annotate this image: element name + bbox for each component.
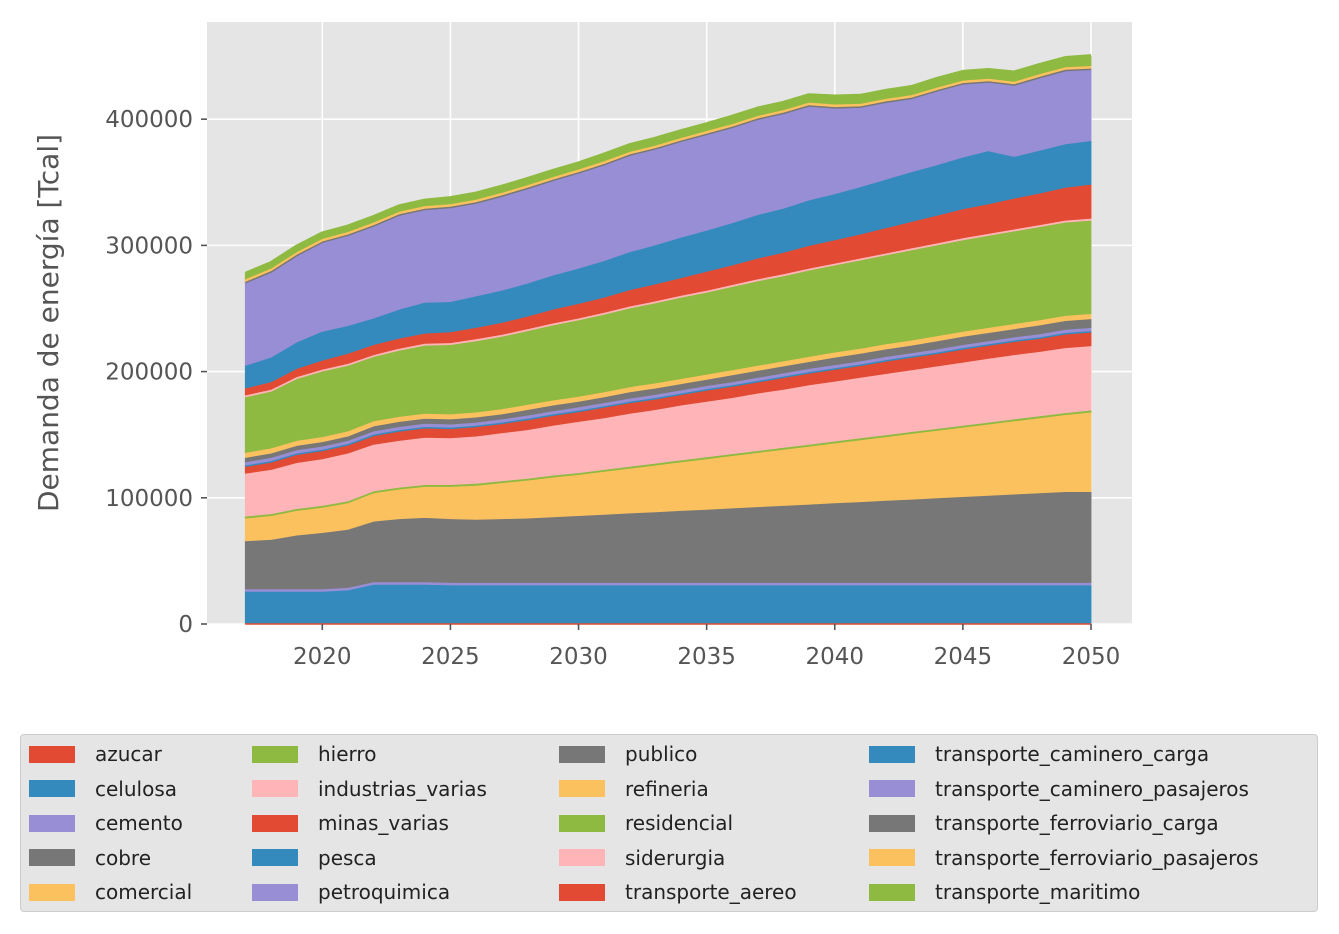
legend-entry-transporte_maritimo: transporte_maritimo: [869, 877, 1140, 907]
legend-label: celulosa: [95, 776, 178, 801]
legend-label: comercial: [95, 880, 193, 904]
y-tick-label-100000: 100000: [105, 486, 193, 512]
legend: azucar celulosa cemento cobre comercial hierr…: [20, 734, 1318, 912]
legend-label: cobre: [95, 845, 152, 870]
legend-label: siderurgia: [625, 845, 726, 870]
legend-entry-publico: publico: [559, 739, 697, 769]
legend-swatch: [559, 883, 605, 901]
legend-swatch: [252, 883, 298, 901]
legend-swatch: [252, 780, 298, 797]
legend-label: residencial: [625, 811, 734, 835]
legend-entry-cemento: cemento: [29, 808, 183, 838]
legend-label: cemento: [95, 811, 183, 835]
legend-swatch: [29, 814, 75, 832]
legend-swatch: [869, 849, 915, 866]
legend-swatch: [252, 814, 298, 832]
y-tick-label-400000: 400000: [105, 107, 193, 133]
legend-label: petroquimica: [318, 880, 451, 904]
legend-label: industrias_varias: [318, 776, 487, 801]
legend-label: refineria: [625, 776, 709, 801]
y-tick-label-300000: 300000: [105, 233, 193, 259]
legend-entry-industrias_varias: industrias_varias: [252, 774, 487, 804]
legend-swatch: [869, 883, 915, 901]
x-tick-label-2025: 2025: [421, 644, 480, 670]
legend-swatch: [29, 849, 75, 866]
legend-entry-petroquimica: petroquimica: [252, 877, 450, 907]
legend-entry-transporte_ferroviario_pasajeros: transporte_ferroviario_pasajeros: [869, 843, 1259, 873]
legend-swatch: [869, 814, 915, 832]
legend-entry-siderurgia: siderurgia: [559, 843, 725, 873]
axis-ticks: 2020 2025 2030 2035 2040 2045 2050 0 100000 20000…: [105, 107, 1120, 670]
legend-label: transporte_ferroviario_carga: [935, 811, 1219, 835]
legend-swatch: [29, 883, 75, 901]
legend-label: hierro: [318, 742, 377, 766]
y-tick-label-200000: 200000: [105, 360, 193, 386]
legend-label: transporte_maritimo: [935, 880, 1141, 904]
x-tick-label-2050: 2050: [1062, 644, 1121, 670]
legend-entry-refineria: refineria: [559, 774, 709, 804]
legend-label: transporte_aereo: [625, 880, 797, 904]
legend-swatch: [29, 745, 75, 763]
legend-entry-transporte_ferroviario_carga: transporte_ferroviario_carga: [869, 808, 1219, 838]
legend-label: transporte_caminero_carga: [935, 742, 1210, 766]
legend-entry-transporte_aereo: transporte_aereo: [559, 877, 797, 907]
legend-label: transporte_ferroviario_pasajeros: [935, 845, 1259, 870]
legend-entry-transporte_caminero_carga: transporte_caminero_carga: [869, 739, 1209, 769]
y-axis-title: Demanda de energía [Tcal]: [32, 134, 65, 512]
legend-entry-transporte_caminero_pasajeros: transporte_caminero_pasajeros: [869, 774, 1249, 804]
y-tick-label-0: 0: [178, 612, 193, 638]
legend-label: minas_varias: [318, 811, 449, 835]
legend-entry-celulosa: celulosa: [29, 774, 177, 804]
legend-label: publico: [625, 742, 698, 766]
x-tick-label-2045: 2045: [934, 644, 993, 670]
legend-entry-cobre: cobre: [29, 843, 151, 873]
legend-swatch: [29, 780, 75, 797]
x-tick-label-2040: 2040: [805, 644, 864, 670]
legend-swatch: [869, 745, 915, 763]
legend-swatch: [559, 745, 605, 763]
legend-entry-minas_varias: minas_varias: [252, 808, 449, 838]
legend-label: pesca: [318, 845, 377, 870]
legend-swatch: [559, 814, 605, 832]
legend-label: azucar: [95, 742, 162, 766]
legend-entry-comercial: comercial: [29, 877, 192, 907]
area-layers: [244, 54, 1092, 625]
legend-entry-pesca: pesca: [252, 843, 377, 873]
x-tick-label-2020: 2020: [293, 644, 352, 670]
legend-swatch: [252, 745, 298, 763]
legend-label: transporte_caminero_pasajeros: [935, 776, 1249, 801]
legend-entry-residencial: residencial: [559, 808, 733, 838]
x-tick-label-2035: 2035: [677, 644, 736, 670]
x-tick-label-2030: 2030: [549, 644, 608, 670]
legend-swatch: [559, 849, 605, 866]
line-transporte_maritimo: [244, 54, 1092, 276]
legend-swatch: [559, 780, 605, 797]
area-celulosa: [244, 583, 1092, 624]
stacked-area-chart: 2020 2025 2030 2035 2040 2045 2050 0 100000 20000…: [32, 22, 1132, 670]
legend-entry-hierro: hierro: [252, 739, 376, 769]
legend-swatch: [252, 849, 298, 866]
legend-entry-azucar: azucar: [29, 739, 162, 769]
legend-swatch: [869, 780, 915, 797]
